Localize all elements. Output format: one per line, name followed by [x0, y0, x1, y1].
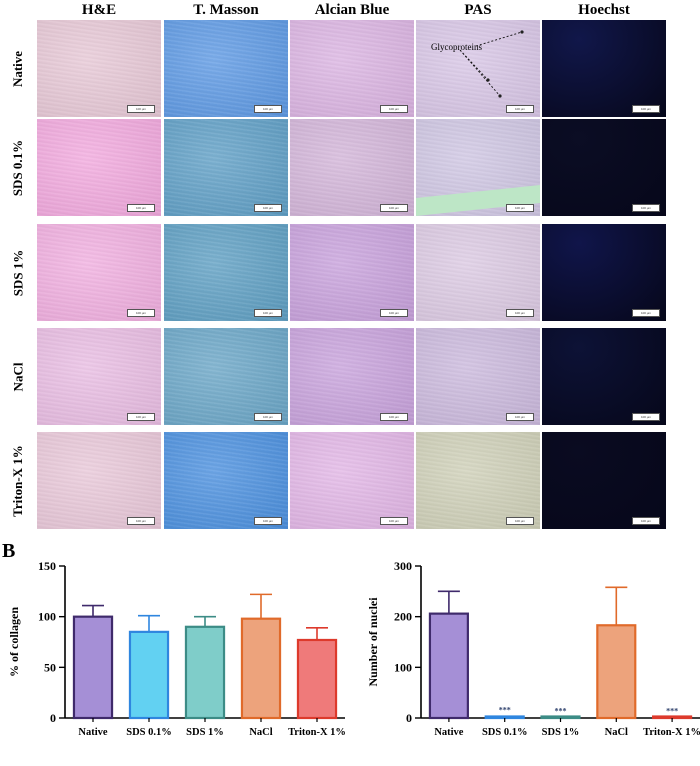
- column-header: H&E: [81, 2, 117, 18]
- bar: [184, 625, 226, 720]
- bar: [240, 617, 282, 720]
- micrograph-tile: 100 µm: [37, 432, 161, 529]
- micrograph-tile: 100 µm: [164, 224, 288, 321]
- y-axis-label: Number of nuclei: [366, 597, 380, 687]
- scale-bar: 100 µm: [127, 105, 155, 113]
- micrograph-tile: 100 µm: [164, 328, 288, 425]
- annotation-arrows: [459, 30, 524, 98]
- x-tick-label: SDS 1%: [186, 727, 224, 738]
- y-tick-label: 0: [50, 711, 56, 725]
- scale-bar: 100 µm: [254, 517, 282, 525]
- micrograph-tile: 100 µm: [542, 432, 666, 529]
- micrograph-tile: 100 µm: [416, 328, 540, 425]
- x-tick-label: Triton-X 1%: [643, 727, 700, 738]
- scale-bar: 100 µm: [254, 105, 282, 113]
- scale-bar: 100 µm: [506, 309, 534, 317]
- micrograph-tile: 100 µm: [290, 328, 414, 425]
- micrograph-tile: 100 µm: [416, 432, 540, 529]
- micrograph-tile: 100 µm: [290, 119, 414, 216]
- bar: [484, 715, 525, 720]
- micrograph-tile: 100 µm: [37, 224, 161, 321]
- significance-label: ***: [499, 705, 511, 714]
- y-axis-label: % of collagen: [7, 607, 21, 677]
- row-label: SDS 1%: [10, 249, 26, 296]
- row-label: Native: [10, 50, 26, 87]
- scale-bar: 100 µm: [380, 204, 408, 212]
- scale-bar: 100 µm: [632, 309, 660, 317]
- scale-bar: 100 µm: [632, 204, 660, 212]
- y-tick-label: 200: [394, 610, 412, 624]
- bar: [72, 615, 114, 720]
- scale-bar: 100 µm: [254, 413, 282, 421]
- scale-bar: 100 µm: [380, 309, 408, 317]
- scale-bar: 100 µm: [127, 309, 155, 317]
- x-tick-label: Native: [434, 727, 463, 738]
- bar: [652, 715, 693, 720]
- column-header: Alcian Blue: [314, 2, 390, 18]
- bar: [128, 630, 170, 720]
- x-tick-label: SDS 0.1%: [126, 727, 172, 738]
- significance-label: ***: [555, 706, 567, 715]
- scale-bar: 100 µm: [632, 105, 660, 113]
- y-tick-label: 50: [44, 660, 56, 674]
- micrograph-tile: 100 µm: [416, 224, 540, 321]
- x-tick-label: Triton-X 1%: [288, 727, 345, 738]
- bar: [540, 715, 581, 720]
- micrograph-tile: 100 µm: [37, 328, 161, 425]
- significance-label: ***: [666, 706, 678, 715]
- y-tick-label: 150: [38, 559, 56, 573]
- micrograph-tile: 100 µm: [37, 119, 161, 216]
- y-tick-label: 0: [406, 711, 412, 725]
- row-label: Triton-X 1%: [10, 444, 25, 517]
- scale-bar: 100 µm: [506, 105, 534, 113]
- scale-bar: 100 µm: [127, 204, 155, 212]
- x-tick-label: NaCl: [249, 727, 272, 738]
- micrograph-tile: 100 µm: [542, 224, 666, 321]
- x-tick-label: NaCl: [605, 727, 628, 738]
- micrograph-tile: 100 µm: [37, 20, 161, 117]
- y-tick-label: 100: [38, 610, 56, 624]
- micrograph-tile: 100 µm: [542, 119, 666, 216]
- scale-bar: 100 µm: [254, 309, 282, 317]
- column-header: PAS: [464, 2, 492, 18]
- micrograph-tile: 100 µm: [542, 20, 666, 117]
- x-tick-label: Native: [78, 727, 107, 738]
- micrograph-tile: 100 µm: [164, 119, 288, 216]
- scale-bar: 100 µm: [506, 517, 534, 525]
- column-header: T. Masson: [193, 2, 259, 18]
- bar: [428, 612, 469, 720]
- scale-bar: 100 µm: [127, 413, 155, 421]
- micrograph-tile: 100 µm: [416, 20, 540, 117]
- x-tick-label: SDS 1%: [542, 727, 580, 738]
- x-tick-label: SDS 0.1%: [482, 727, 528, 738]
- scale-bar: 100 µm: [127, 517, 155, 525]
- scale-bar: 100 µm: [254, 204, 282, 212]
- scale-bar: 100 µm: [632, 517, 660, 525]
- y-tick-label: 300: [394, 559, 412, 573]
- micrograph-tile: 100 µm: [290, 20, 414, 117]
- scale-bar: 100 µm: [380, 517, 408, 525]
- row-label: NaCl: [9, 362, 25, 391]
- y-tick-label: 100: [394, 660, 412, 674]
- micrograph-tile: 100 µm: [290, 432, 414, 529]
- scale-bar: 100 µm: [506, 413, 534, 421]
- micrograph-tile: 100 µm: [416, 119, 540, 216]
- scale-bar: 100 µm: [506, 204, 534, 212]
- scale-bar: 100 µm: [380, 105, 408, 113]
- micrograph-tile: 100 µm: [164, 432, 288, 529]
- row-label: SDS 0.1%: [10, 139, 26, 196]
- nuclei-chart: 0 100 200 300 Number of nuclei Native *** SDS 0…: [366, 559, 700, 738]
- micrograph-tile: 100 µm: [290, 224, 414, 321]
- bar: [596, 624, 637, 720]
- bar: [296, 638, 338, 720]
- glycoproteins-annotation: Glycoproteins: [431, 42, 482, 52]
- column-header: Hoechst: [578, 2, 630, 18]
- scale-bar: 100 µm: [380, 413, 408, 421]
- scale-bar: 100 µm: [632, 413, 660, 421]
- micrograph-tile: 100 µm: [164, 20, 288, 117]
- collagen-chart: 0 50 100 150 % of collagen Native SDS 0.1% SDS …: [7, 559, 345, 738]
- panel-b-label: B: [2, 540, 16, 562]
- micrograph-tile: 100 µm: [542, 328, 666, 425]
